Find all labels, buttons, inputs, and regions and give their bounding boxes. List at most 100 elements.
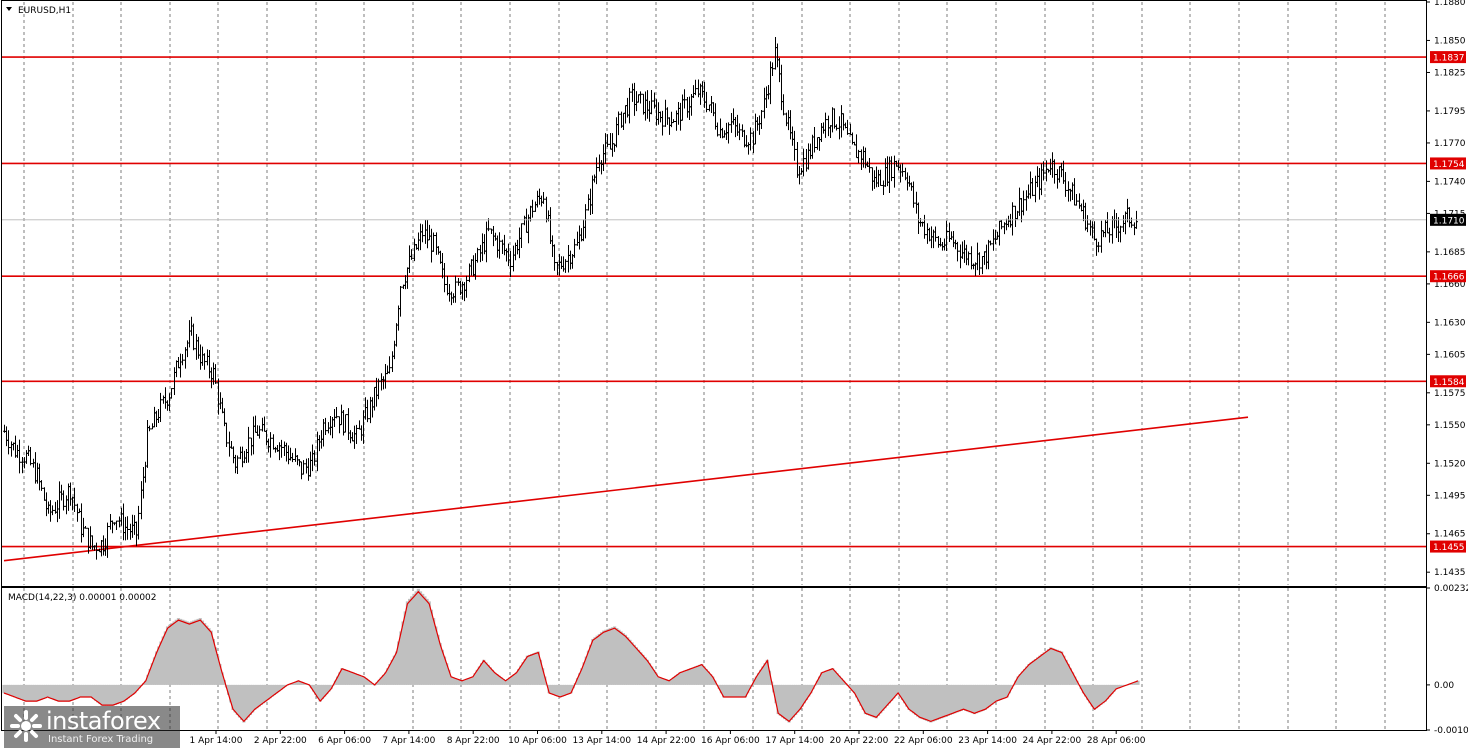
trendline <box>3 416 1249 562</box>
macd-histogram-bar <box>436 634 440 685</box>
macd-histogram-bar <box>872 684 876 718</box>
macd-histogram-bar <box>165 626 170 685</box>
macd-histogram-bar <box>595 635 599 685</box>
macd-histogram-bar <box>669 679 673 685</box>
macd-histogram-bar <box>774 684 778 704</box>
macd-histogram-bar <box>1005 684 1009 698</box>
price-tick-label: 1.1880 <box>1434 0 1466 8</box>
macd-histogram-bar <box>1103 684 1107 702</box>
macd-histogram-bar <box>231 684 235 710</box>
macd-histogram-bar <box>706 671 710 685</box>
macd-tick-label: -0.00108 <box>1434 726 1468 736</box>
macd-histogram-bar <box>274 684 279 694</box>
macd-histogram-bar <box>1114 684 1118 690</box>
macd-histogram-bar <box>763 663 767 685</box>
macd-histogram-bar <box>794 684 798 715</box>
macd-histogram-bar <box>913 684 918 715</box>
macd-histogram-bar <box>181 619 185 685</box>
macd-histogram-bar <box>680 671 684 685</box>
candle <box>793 130 796 161</box>
macd-histogram-bar <box>909 684 913 712</box>
macd-histogram-bar <box>741 684 745 698</box>
macd-histogram-bar <box>386 668 390 685</box>
macd-histogram-bar <box>333 680 338 685</box>
level-price-label-bg <box>1430 270 1466 283</box>
macd-histogram-bar <box>687 669 691 685</box>
macd-histogram-bar <box>1001 684 1005 700</box>
collapse-triangle-icon[interactable] <box>6 7 12 11</box>
macd-histogram-bar <box>460 680 464 685</box>
candle <box>760 110 763 130</box>
macd-histogram-bar <box>863 684 868 715</box>
candle <box>214 364 217 384</box>
candle <box>573 238 576 258</box>
macd-histogram-bar <box>828 669 833 685</box>
macd-histogram-bar <box>916 684 920 717</box>
macd-histogram-bar <box>102 684 106 706</box>
macd-histogram-bar <box>940 684 944 719</box>
macd-histogram-bar <box>602 630 606 685</box>
candle <box>835 124 838 131</box>
macd-histogram-bar <box>1025 666 1029 685</box>
macd-histogram-bar <box>1029 662 1033 685</box>
macd-histogram-bar <box>1038 655 1042 685</box>
macd-histogram-bar <box>336 676 340 685</box>
macd-histogram-bar <box>503 680 508 685</box>
macd-histogram-bar <box>994 684 998 702</box>
candle <box>487 218 490 232</box>
candle <box>203 353 206 370</box>
macd-histogram-bar <box>148 669 152 685</box>
candle <box>388 356 391 374</box>
candle <box>738 123 741 141</box>
macd-histogram-bar <box>739 684 743 698</box>
macd-histogram-bar <box>508 677 512 685</box>
macd-histogram-bar <box>717 684 721 690</box>
macd-histogram-bar <box>719 684 724 694</box>
macd-histogram-bar <box>933 684 937 721</box>
macd-histogram-bar <box>4 684 8 695</box>
macd-histogram-bar <box>107 684 111 706</box>
macd-histogram-bar <box>292 682 296 685</box>
candle <box>509 250 512 278</box>
macd-histogram-bar <box>117 684 122 704</box>
macd-histogram-bar <box>418 591 423 685</box>
macd-histogram-bar <box>329 684 333 690</box>
candle <box>542 192 545 204</box>
candle <box>1097 241 1100 253</box>
macd-histogram-bar <box>558 684 562 698</box>
macd-histogram-bar <box>776 684 780 715</box>
candle <box>1022 190 1025 216</box>
macd-histogram-bar <box>144 680 148 685</box>
candle <box>313 450 316 466</box>
macd-histogram-bar <box>360 675 364 685</box>
macd-histogram-bar <box>488 667 492 685</box>
price-tick-label: 1.1795 <box>1434 107 1466 117</box>
macd-histogram-bar <box>72 684 76 700</box>
macd-histogram-bar <box>761 666 765 685</box>
macd-histogram-bar <box>1055 649 1059 685</box>
level-price-label-bg <box>1430 157 1466 170</box>
macd-histogram-bar <box>432 618 436 685</box>
macd-histogram-bar <box>242 684 246 723</box>
macd-histogram-bar <box>780 684 785 718</box>
macd-histogram-bar <box>91 684 96 700</box>
macd-histogram-bar <box>65 684 69 702</box>
time-tick-label: 17 Apr 14:00 <box>765 736 824 746</box>
macd-histogram-bar <box>111 684 115 706</box>
macd-histogram-bar <box>549 684 553 695</box>
candle <box>694 79 697 96</box>
macd-histogram-bar <box>800 684 804 707</box>
macd-histogram-bar <box>861 684 865 710</box>
macd-histogram-bar <box>1101 684 1105 704</box>
macd-histogram-bar <box>312 684 316 692</box>
macd-histogram-bar <box>479 663 484 685</box>
macd-histogram-bar <box>575 678 580 685</box>
macd-histogram-bar <box>340 668 344 685</box>
macd-histogram-bar <box>447 669 451 685</box>
macd-histogram-bar <box>1079 684 1083 690</box>
macd-histogram-bar <box>355 674 359 685</box>
macd-histogram-bar <box>783 684 787 720</box>
macd-histogram-bar <box>240 684 244 720</box>
macd-histogram-bar <box>966 684 970 712</box>
macd-histogram-bar <box>826 669 830 685</box>
